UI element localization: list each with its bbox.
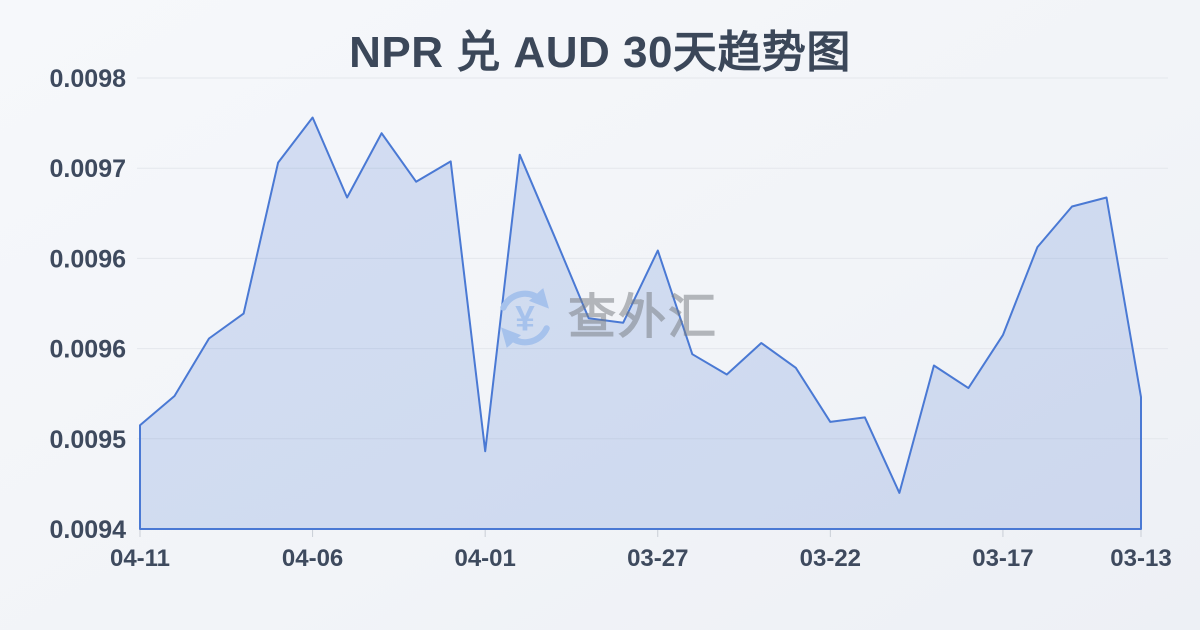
x-axis-label: 04-01 (454, 545, 515, 572)
x-axis-label: 03-17 (972, 545, 1033, 572)
x-axis-label: 03-13 (1110, 545, 1171, 572)
area-series (139, 116, 1142, 530)
x-axis-label: 03-27 (627, 545, 688, 572)
x-axis-label: 04-06 (282, 545, 343, 572)
y-axis-label: 0.0096 (50, 336, 126, 364)
x-axis-label: 04-11 (110, 545, 170, 572)
y-axis-label: 0.0098 (50, 65, 127, 93)
y-axis-label: 0.0095 (50, 426, 127, 454)
y-axis-label: 0.0094 (50, 516, 127, 544)
y-axis-label: 0.0097 (50, 155, 126, 183)
x-axis-label: 03-22 (800, 545, 861, 572)
y-axis-label: 0.0096 (50, 245, 126, 273)
chart-title: NPR 兑 AUD 30天趋势图 (349, 28, 851, 77)
